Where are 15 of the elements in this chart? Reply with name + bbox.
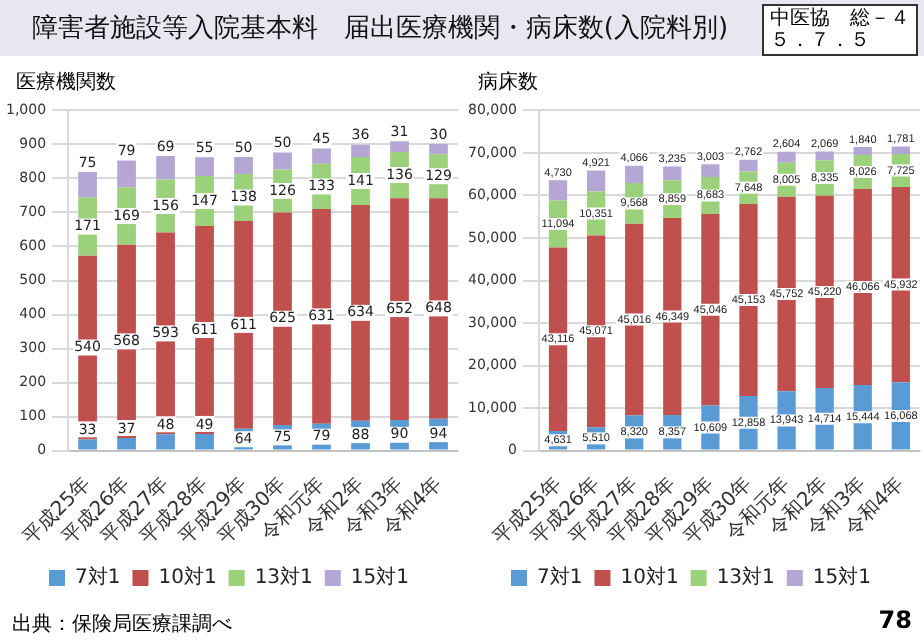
legend-label: 13対1 <box>716 565 775 590</box>
text: 中医協 総－４ <box>770 8 910 30</box>
text: ５．７．５ <box>770 30 872 52</box>
y-axis-title: 医療機関数 <box>16 69 118 96</box>
legend-label: 15対1 <box>812 565 871 590</box>
legend-label: 7対1 <box>75 565 121 590</box>
legend-label: 10対1 <box>158 565 217 590</box>
source-note: 出典：保険局医療課調べ <box>12 611 232 638</box>
legend-label: 10対1 <box>620 565 679 590</box>
y-axis-title: 病床数 <box>478 69 540 96</box>
chart-title: 障害者施設等入院基本料 届出医療機関・病床数(入院料別) <box>29 12 731 46</box>
text: 78 <box>878 606 912 634</box>
legend-label: 13対1 <box>254 565 313 590</box>
legend-label: 15対1 <box>350 565 409 590</box>
legend-label: 7対1 <box>537 565 583 590</box>
